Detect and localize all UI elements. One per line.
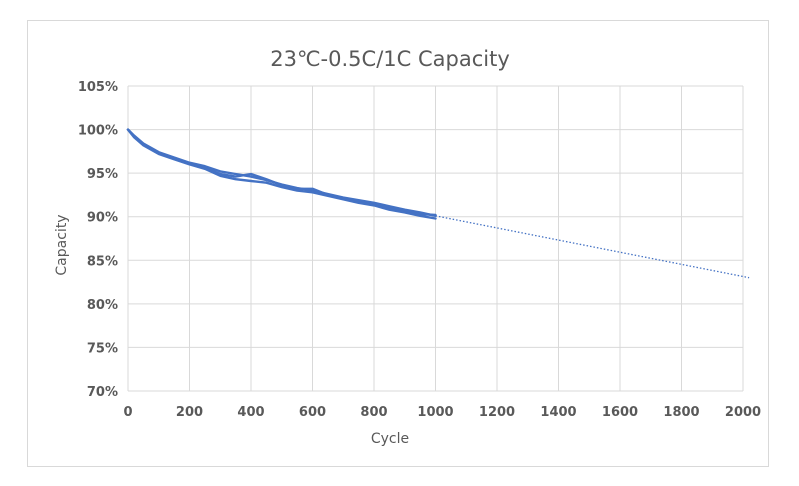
x-tick-label: 2000 xyxy=(725,405,761,420)
y-tick-label: 80% xyxy=(87,298,118,313)
y-tick-labels: 70% 75% 80% 85% 90% 95% 100% 105% xyxy=(78,80,118,400)
y-tick-label: 85% xyxy=(87,254,118,269)
y-tick-label: 90% xyxy=(87,211,118,226)
x-tick-label: 1200 xyxy=(479,405,515,420)
x-axis-label: Cycle xyxy=(371,431,409,447)
x-tick-label: 1600 xyxy=(602,405,638,420)
trend-projection-line xyxy=(435,215,750,279)
y-tick-label: 70% xyxy=(87,385,118,400)
y-tick-label: 100% xyxy=(78,124,118,139)
x-tick-label: 0 xyxy=(123,405,132,420)
x-tick-label: 1400 xyxy=(540,405,576,420)
grid xyxy=(127,85,744,392)
x-tick-label: 200 xyxy=(176,405,203,420)
x-tick-label: 600 xyxy=(299,405,326,420)
series-group xyxy=(126,128,750,279)
capacity-series-line xyxy=(126,128,437,217)
chart-frame xyxy=(27,20,769,467)
x-tick-labels: 0 200 400 600 800 1000 1200 1400 1600 1800 2000 xyxy=(123,405,761,420)
x-tick-label: 400 xyxy=(237,405,264,420)
x-tick-label: 1800 xyxy=(663,405,699,420)
x-tick-label: 1000 xyxy=(417,405,453,420)
y-tick-label: 95% xyxy=(87,167,118,182)
y-axis-label: Capacity xyxy=(54,214,70,275)
x-tick-label: 800 xyxy=(360,405,387,420)
chart-title: 23℃-0.5C/1C Capacity xyxy=(270,47,510,71)
y-tick-label: 75% xyxy=(87,341,118,356)
y-tick-label: 105% xyxy=(78,80,118,95)
